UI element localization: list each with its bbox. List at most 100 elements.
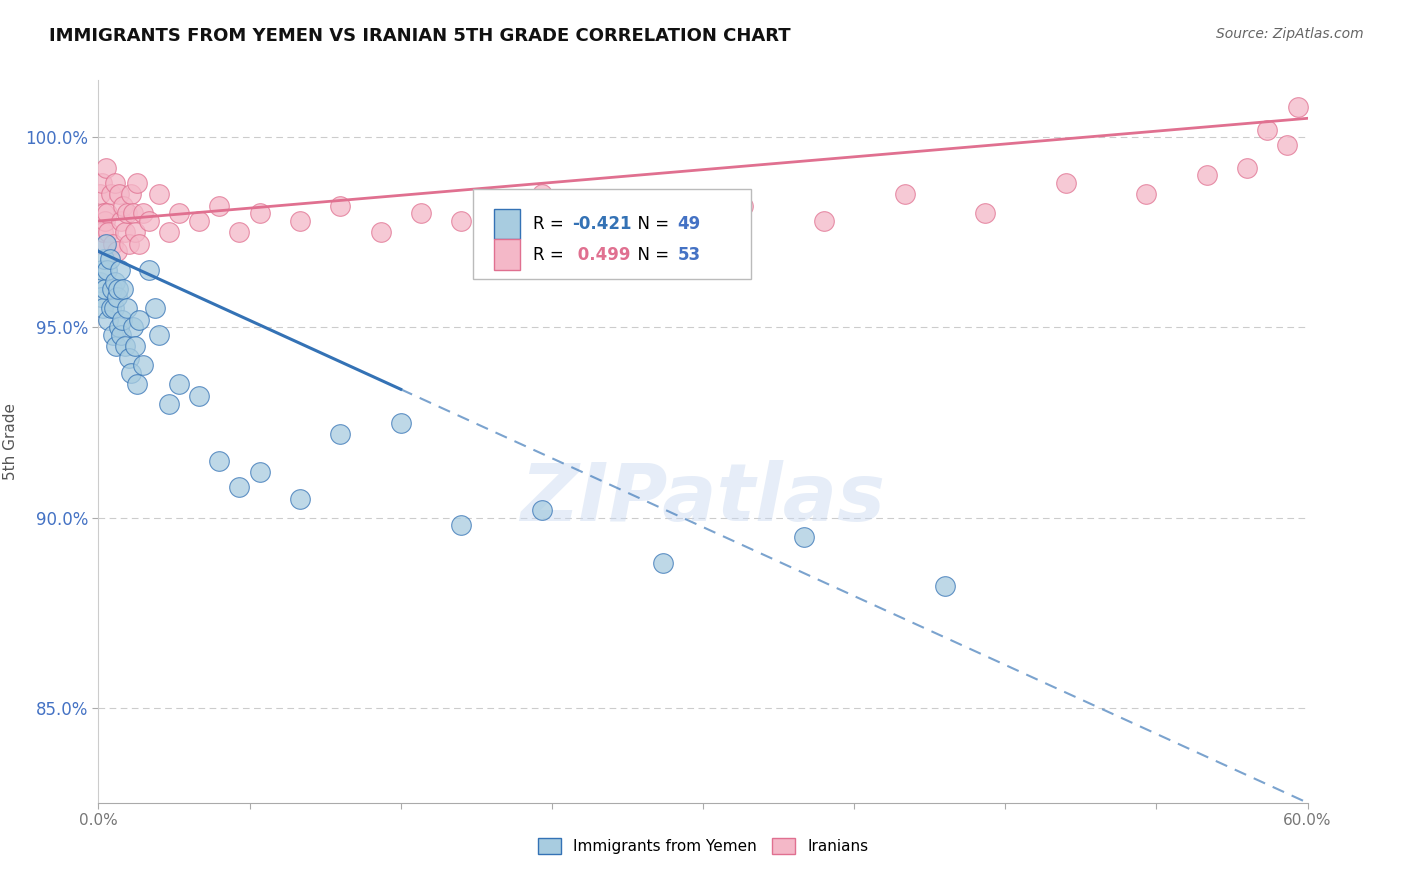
Point [98, 252, 121, 266]
Point [288, 491, 311, 506]
Point [124, 226, 146, 240]
Text: ZIPatlas: ZIPatlas [520, 460, 886, 539]
Text: IMMIGRANTS FROM YEMEN VS IRANIAN 5TH GRADE CORRELATION CHART: IMMIGRANTS FROM YEMEN VS IRANIAN 5TH GRA… [49, 27, 790, 45]
Point [101, 328, 124, 343]
Y-axis label: 5th Grade: 5th Grade [3, 403, 18, 480]
Point [124, 339, 146, 353]
Point [228, 480, 250, 494]
Text: N =: N = [627, 215, 675, 233]
Point [1277, 137, 1299, 152]
Point [96, 206, 118, 220]
Point [208, 199, 231, 213]
Point [114, 339, 136, 353]
Point [111, 199, 134, 213]
Point [208, 453, 231, 467]
Point [128, 236, 150, 251]
Point [329, 426, 352, 441]
Point [1135, 187, 1157, 202]
Text: -0.421: -0.421 [572, 215, 631, 233]
Point [100, 301, 122, 316]
Point [793, 530, 815, 544]
Text: R =: R = [533, 245, 568, 264]
Point [103, 301, 125, 316]
Point [249, 465, 271, 479]
Point [107, 282, 129, 296]
Point [100, 187, 122, 202]
Point [94, 282, 117, 296]
Point [157, 226, 180, 240]
Point [103, 275, 125, 289]
Point [138, 214, 160, 228]
Text: 49: 49 [678, 215, 700, 233]
Point [96, 236, 118, 251]
Point [94, 214, 117, 228]
Point [107, 187, 129, 202]
Point [733, 199, 755, 213]
Point [288, 214, 311, 228]
Legend: Immigrants from Yemen, Iranians: Immigrants from Yemen, Iranians [531, 832, 875, 860]
Point [813, 214, 835, 228]
Point [1286, 100, 1309, 114]
Point [1256, 122, 1278, 136]
Point [96, 263, 118, 277]
Point [96, 161, 118, 175]
Point [105, 244, 128, 259]
FancyBboxPatch shape [474, 189, 751, 279]
Point [107, 320, 129, 334]
Point [103, 176, 125, 190]
Point [188, 214, 211, 228]
Point [148, 328, 170, 343]
Point [329, 199, 352, 213]
Point [370, 226, 392, 240]
Point [91, 263, 114, 277]
Point [104, 339, 127, 353]
Point [389, 416, 412, 430]
Point [530, 187, 553, 202]
Point [114, 226, 136, 240]
Point [93, 301, 115, 316]
Point [167, 377, 190, 392]
Point [89, 275, 111, 289]
Point [228, 226, 250, 240]
Point [148, 187, 170, 202]
Point [409, 206, 432, 220]
Point [100, 282, 122, 296]
Point [89, 187, 111, 202]
Point [1236, 161, 1258, 175]
Point [97, 226, 120, 240]
Point [249, 206, 271, 220]
Point [93, 226, 115, 240]
Point [111, 282, 134, 296]
Point [97, 313, 120, 327]
Point [651, 556, 673, 570]
Point [1054, 176, 1077, 190]
Text: Source: ZipAtlas.com: Source: ZipAtlas.com [1216, 27, 1364, 41]
Text: 53: 53 [678, 245, 700, 264]
Point [120, 187, 142, 202]
Point [118, 351, 141, 365]
Point [110, 328, 132, 343]
Point [128, 313, 150, 327]
Point [110, 313, 132, 327]
Point [91, 176, 114, 190]
Point [450, 214, 472, 228]
Point [93, 206, 115, 220]
Point [101, 236, 124, 251]
Point [118, 236, 141, 251]
Point [105, 290, 128, 304]
Point [1195, 169, 1218, 183]
Point [115, 301, 138, 316]
Text: 0.499: 0.499 [572, 245, 631, 264]
Point [934, 579, 956, 593]
Point [167, 206, 190, 220]
Point [132, 206, 155, 220]
Point [90, 290, 112, 304]
Point [115, 206, 138, 220]
Point [108, 263, 131, 277]
Point [143, 301, 166, 316]
Point [132, 359, 155, 373]
Point [121, 206, 143, 220]
Text: N =: N = [627, 245, 675, 264]
Point [651, 206, 673, 220]
Point [591, 214, 613, 228]
